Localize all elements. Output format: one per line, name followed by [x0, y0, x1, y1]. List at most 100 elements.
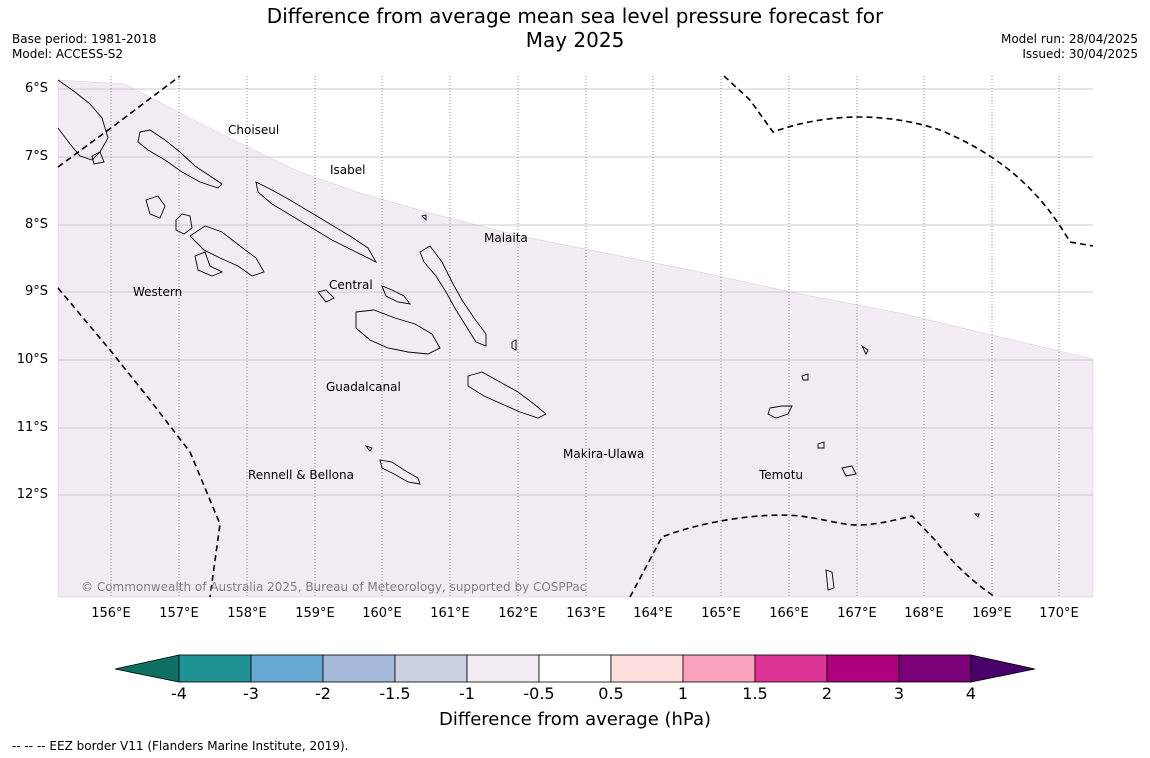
lon-label-167e: 167°E [837, 606, 877, 621]
region-label-temotu: Temotu [759, 468, 804, 482]
colorbar-segment-4 [394, 654, 468, 683]
colorbar-segment-9 [754, 654, 828, 683]
lat-label-6s: 6°S [24, 81, 48, 96]
model-run-text: Model run: 28/04/2025 [1000, 32, 1138, 46]
island-new-georgia [189, 225, 265, 277]
eez-border-south [629, 514, 996, 598]
lon-label-169e: 169°E [972, 606, 1012, 621]
colorbar-extend-high [970, 654, 1036, 683]
island-kolombangara [175, 213, 193, 235]
lon-label-164e: 164°E [633, 606, 673, 621]
islands [57, 79, 980, 591]
island-vanikoro [841, 465, 857, 477]
region-label-malaita: Malaita [484, 231, 528, 245]
colorbar-segment-5 [466, 654, 540, 683]
title-line-2: May 2025 [525, 28, 625, 52]
lat-label-10s: 10°S [16, 352, 48, 367]
island-reef-islands [801, 373, 809, 381]
model-text: Model: ACCESS-S2 [12, 47, 124, 61]
island-tikopia [817, 441, 825, 449]
lat-label-11s: 11°S [16, 420, 48, 435]
lat-label-7s: 7°S [24, 149, 48, 164]
lon-label-157e: 157°E [159, 606, 199, 621]
lon-label-170e: 170°E [1039, 606, 1079, 621]
island-florida [381, 285, 412, 305]
colorbar-segment-7 [610, 654, 684, 683]
island-russell [317, 289, 335, 303]
island-malaita [419, 245, 487, 347]
lat-label-12s: 12°S [16, 487, 48, 502]
region-label-guadalcanal: Guadalcanal [326, 380, 401, 394]
map-title: Difference from average mean sea level p… [0, 4, 1150, 52]
island-anuta [973, 513, 980, 518]
island-sikaiana [511, 339, 517, 351]
lon-label-158e: 158°E [227, 606, 267, 621]
base-period-text: Base period: 1981-2018 [12, 32, 157, 46]
colorbar-tick: -1 [459, 684, 475, 703]
lat-label-9s: 9°S [24, 284, 48, 299]
region-label-choiseul: Choiseul [228, 123, 280, 137]
lon-label-159e: 159°E [295, 606, 335, 621]
lon-label-161e: 161°E [430, 606, 470, 621]
island-santa-cruz [767, 405, 793, 419]
island-rennell [379, 459, 421, 485]
island-fataka [825, 569, 835, 591]
colorbar-tick: 2 [821, 684, 833, 703]
island-bougainville [57, 79, 109, 161]
colorbar-segment-1 [178, 654, 252, 683]
eez-legend: -- -- -- EEZ border V11 (Flanders Marine… [12, 739, 349, 753]
island-choiseul [137, 129, 223, 189]
island-makira [467, 371, 547, 419]
eez-border-sw [57, 287, 221, 598]
colorbar-label: Difference from average (hPa) [438, 709, 712, 730]
title-line-1: Difference from average mean sea level p… [266, 4, 884, 28]
colorbar-tick: 4 [965, 684, 977, 703]
colorbar-tick: 3 [893, 684, 905, 703]
region-label-central: Central [329, 278, 373, 292]
colorbar-tick: -3 [243, 684, 259, 703]
colorbar-segment-10 [826, 654, 900, 683]
lon-label-162e: 162°E [498, 606, 538, 621]
island-duff [860, 344, 869, 356]
island-shortland [91, 151, 105, 165]
region-label-rennell-bellona: Rennell & Bellona [248, 468, 355, 482]
colorbar-segment-2 [250, 654, 324, 683]
colorbar-tick: -4 [171, 684, 187, 703]
meta-right: Model run: 28/04/2025 Issued: 30/04/2025 [1001, 32, 1138, 62]
colorbar-segment-8 [682, 654, 756, 683]
region-label-isabel: Isabel [330, 163, 366, 177]
colorbar-tick: 1.5 [742, 684, 768, 703]
colorbar-tick: -1.5 [379, 684, 411, 703]
island-bellona [364, 445, 373, 452]
region-label-western: Western [133, 285, 183, 299]
island-isabel [255, 181, 378, 264]
issued-text: Issued: 30/04/2025 [1022, 47, 1138, 61]
eez-border-north [723, 75, 1094, 247]
colorbar-segment-6 [538, 654, 612, 683]
colorbar-tick: -2 [315, 684, 331, 703]
colorbar-segment-3 [322, 654, 396, 683]
island-ontong [421, 214, 427, 222]
lon-label-160e: 160°E [362, 606, 402, 621]
lat-gridlines [58, 88, 1093, 496]
lon-label-163e: 163°E [566, 606, 606, 621]
lon-label-156e: 156°E [91, 606, 131, 621]
colorbar-tick: 0.5 [598, 684, 624, 703]
region-label-makira-ulawa: Makira-Ulawa [563, 447, 645, 461]
lon-label-166e: 166°E [769, 606, 809, 621]
meta-left: Base period: 1981-2018 Model: ACCESS-S2 [12, 32, 157, 62]
lat-label-8s: 8°S [24, 217, 48, 232]
colorbar-extend-low [114, 654, 180, 683]
island-rendova [194, 251, 224, 277]
shaded-area [57, 79, 1094, 598]
island-guadalcanal [355, 309, 441, 355]
lon-label-165e: 165°E [701, 606, 741, 621]
copyright-text: © Commonwealth of Australia 2025, Bureau… [81, 580, 587, 594]
colorbar-segment-11 [898, 654, 972, 683]
colorbar-tick: 1 [677, 684, 689, 703]
island-vella-lavella [145, 195, 166, 219]
colorbar-tick: -0.5 [523, 684, 555, 703]
lon-label-168e: 168°E [904, 606, 944, 621]
